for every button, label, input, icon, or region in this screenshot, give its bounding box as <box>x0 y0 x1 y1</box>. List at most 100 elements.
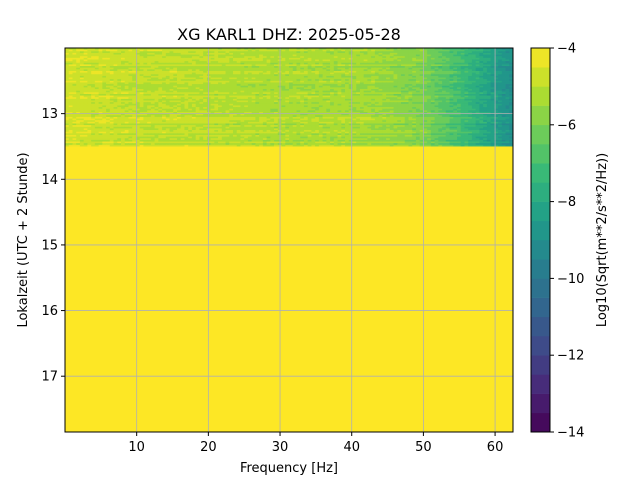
heatmap-cell <box>102 66 107 69</box>
heatmap-cell <box>102 84 107 87</box>
heatmap-cell <box>475 72 480 75</box>
heatmap-cell <box>218 69 223 72</box>
heatmap-cell <box>434 72 439 75</box>
heatmap-cell <box>158 95 163 98</box>
heatmap-cell <box>128 51 133 54</box>
heatmap-cell <box>79 48 85 51</box>
heatmap-cell <box>165 110 170 113</box>
heatmap-cell <box>427 57 432 60</box>
heatmap-cell <box>266 92 271 95</box>
heatmap-cell <box>143 49 148 52</box>
heatmap-cell <box>389 59 394 62</box>
heatmap-cell <box>259 62 264 65</box>
heatmap-cell <box>341 103 346 106</box>
heatmap-cell <box>449 90 454 93</box>
heatmap-cell <box>322 54 327 57</box>
heatmap-cell <box>292 84 297 87</box>
heatmap-cell <box>315 57 320 60</box>
heatmap-cell <box>233 105 238 108</box>
heatmap-cell <box>348 51 353 54</box>
heatmap-cell <box>348 90 353 93</box>
heatmap-cell <box>363 79 368 82</box>
heatmap-cell <box>87 48 92 51</box>
heatmap-cell <box>165 90 170 93</box>
heatmap-cell <box>218 66 223 69</box>
heatmap-cell <box>509 92 513 95</box>
heatmap-cell <box>154 74 159 77</box>
heatmap-cell <box>68 82 73 85</box>
heatmap-cell <box>509 48 513 51</box>
heatmap-cell <box>158 82 163 85</box>
heatmap-cell <box>378 80 383 83</box>
heatmap-cell <box>247 64 253 67</box>
heatmap-cell <box>251 54 256 57</box>
heatmap-cell <box>262 108 267 111</box>
heatmap-cell <box>300 62 305 65</box>
heatmap-cell <box>468 77 473 80</box>
heatmap-cell <box>371 113 376 116</box>
heatmap-cell <box>378 87 383 90</box>
heatmap-cell <box>76 82 81 85</box>
heatmap-cell <box>124 54 129 57</box>
heatmap-cell <box>471 66 477 69</box>
heatmap-cell <box>363 112 368 115</box>
heatmap-cell <box>382 52 387 55</box>
heatmap-cell <box>371 66 376 69</box>
heatmap-cell <box>270 48 275 51</box>
heatmap-cell <box>378 77 383 80</box>
heatmap-cell <box>356 48 361 51</box>
heatmap-cell <box>300 80 305 83</box>
heatmap-cell <box>367 82 372 85</box>
heatmap-cell <box>285 103 290 106</box>
heatmap-cell <box>483 90 488 93</box>
heatmap-cell <box>281 69 286 72</box>
heatmap-cell <box>244 67 249 70</box>
heatmap-cell <box>460 93 465 96</box>
heatmap-cell <box>498 87 503 90</box>
heatmap-cell <box>214 90 219 93</box>
heatmap-cell <box>124 97 129 100</box>
heatmap-cell <box>296 70 301 74</box>
heatmap-cell <box>113 56 118 59</box>
heatmap-cell <box>300 51 305 54</box>
heatmap-cell <box>225 77 230 80</box>
heatmap-cell <box>401 62 406 65</box>
heatmap-cell <box>244 61 249 64</box>
heatmap-cell <box>76 48 81 51</box>
heatmap-cell <box>139 75 144 78</box>
heatmap-cell <box>408 70 413 74</box>
heatmap-cell <box>453 70 458 74</box>
heatmap-cell <box>337 85 342 88</box>
heatmap-cell <box>121 54 126 57</box>
heatmap-cell <box>124 77 129 80</box>
heatmap-cell <box>412 113 417 116</box>
heatmap-cell <box>109 92 114 95</box>
heatmap-cell <box>225 103 230 106</box>
heatmap-cell <box>296 74 301 77</box>
heatmap-cell <box>457 107 462 110</box>
heatmap-cell <box>266 97 271 100</box>
heatmap-cell <box>378 102 383 105</box>
heatmap-cell <box>274 110 279 113</box>
heatmap-cell <box>359 48 365 51</box>
heatmap-cell <box>483 102 488 105</box>
heatmap-cell <box>143 52 148 55</box>
heatmap-cell <box>247 115 253 118</box>
heatmap-cell <box>509 87 513 90</box>
heatmap-cell <box>109 72 114 75</box>
heatmap-cell <box>423 107 428 110</box>
heatmap-cell <box>147 77 152 80</box>
heatmap-cell <box>408 95 413 98</box>
heatmap-cell <box>158 74 163 77</box>
heatmap-cell <box>98 57 103 60</box>
heatmap-cell <box>158 51 163 54</box>
heatmap-cell <box>311 70 316 74</box>
heatmap-cell <box>184 57 189 60</box>
heatmap-cell <box>255 108 260 111</box>
heatmap-cell <box>326 69 331 72</box>
heatmap-cell <box>460 52 465 55</box>
heatmap-cell <box>158 77 163 80</box>
heatmap-cell <box>374 80 379 83</box>
heatmap-cell <box>389 72 394 75</box>
heatmap-cell <box>468 80 473 83</box>
